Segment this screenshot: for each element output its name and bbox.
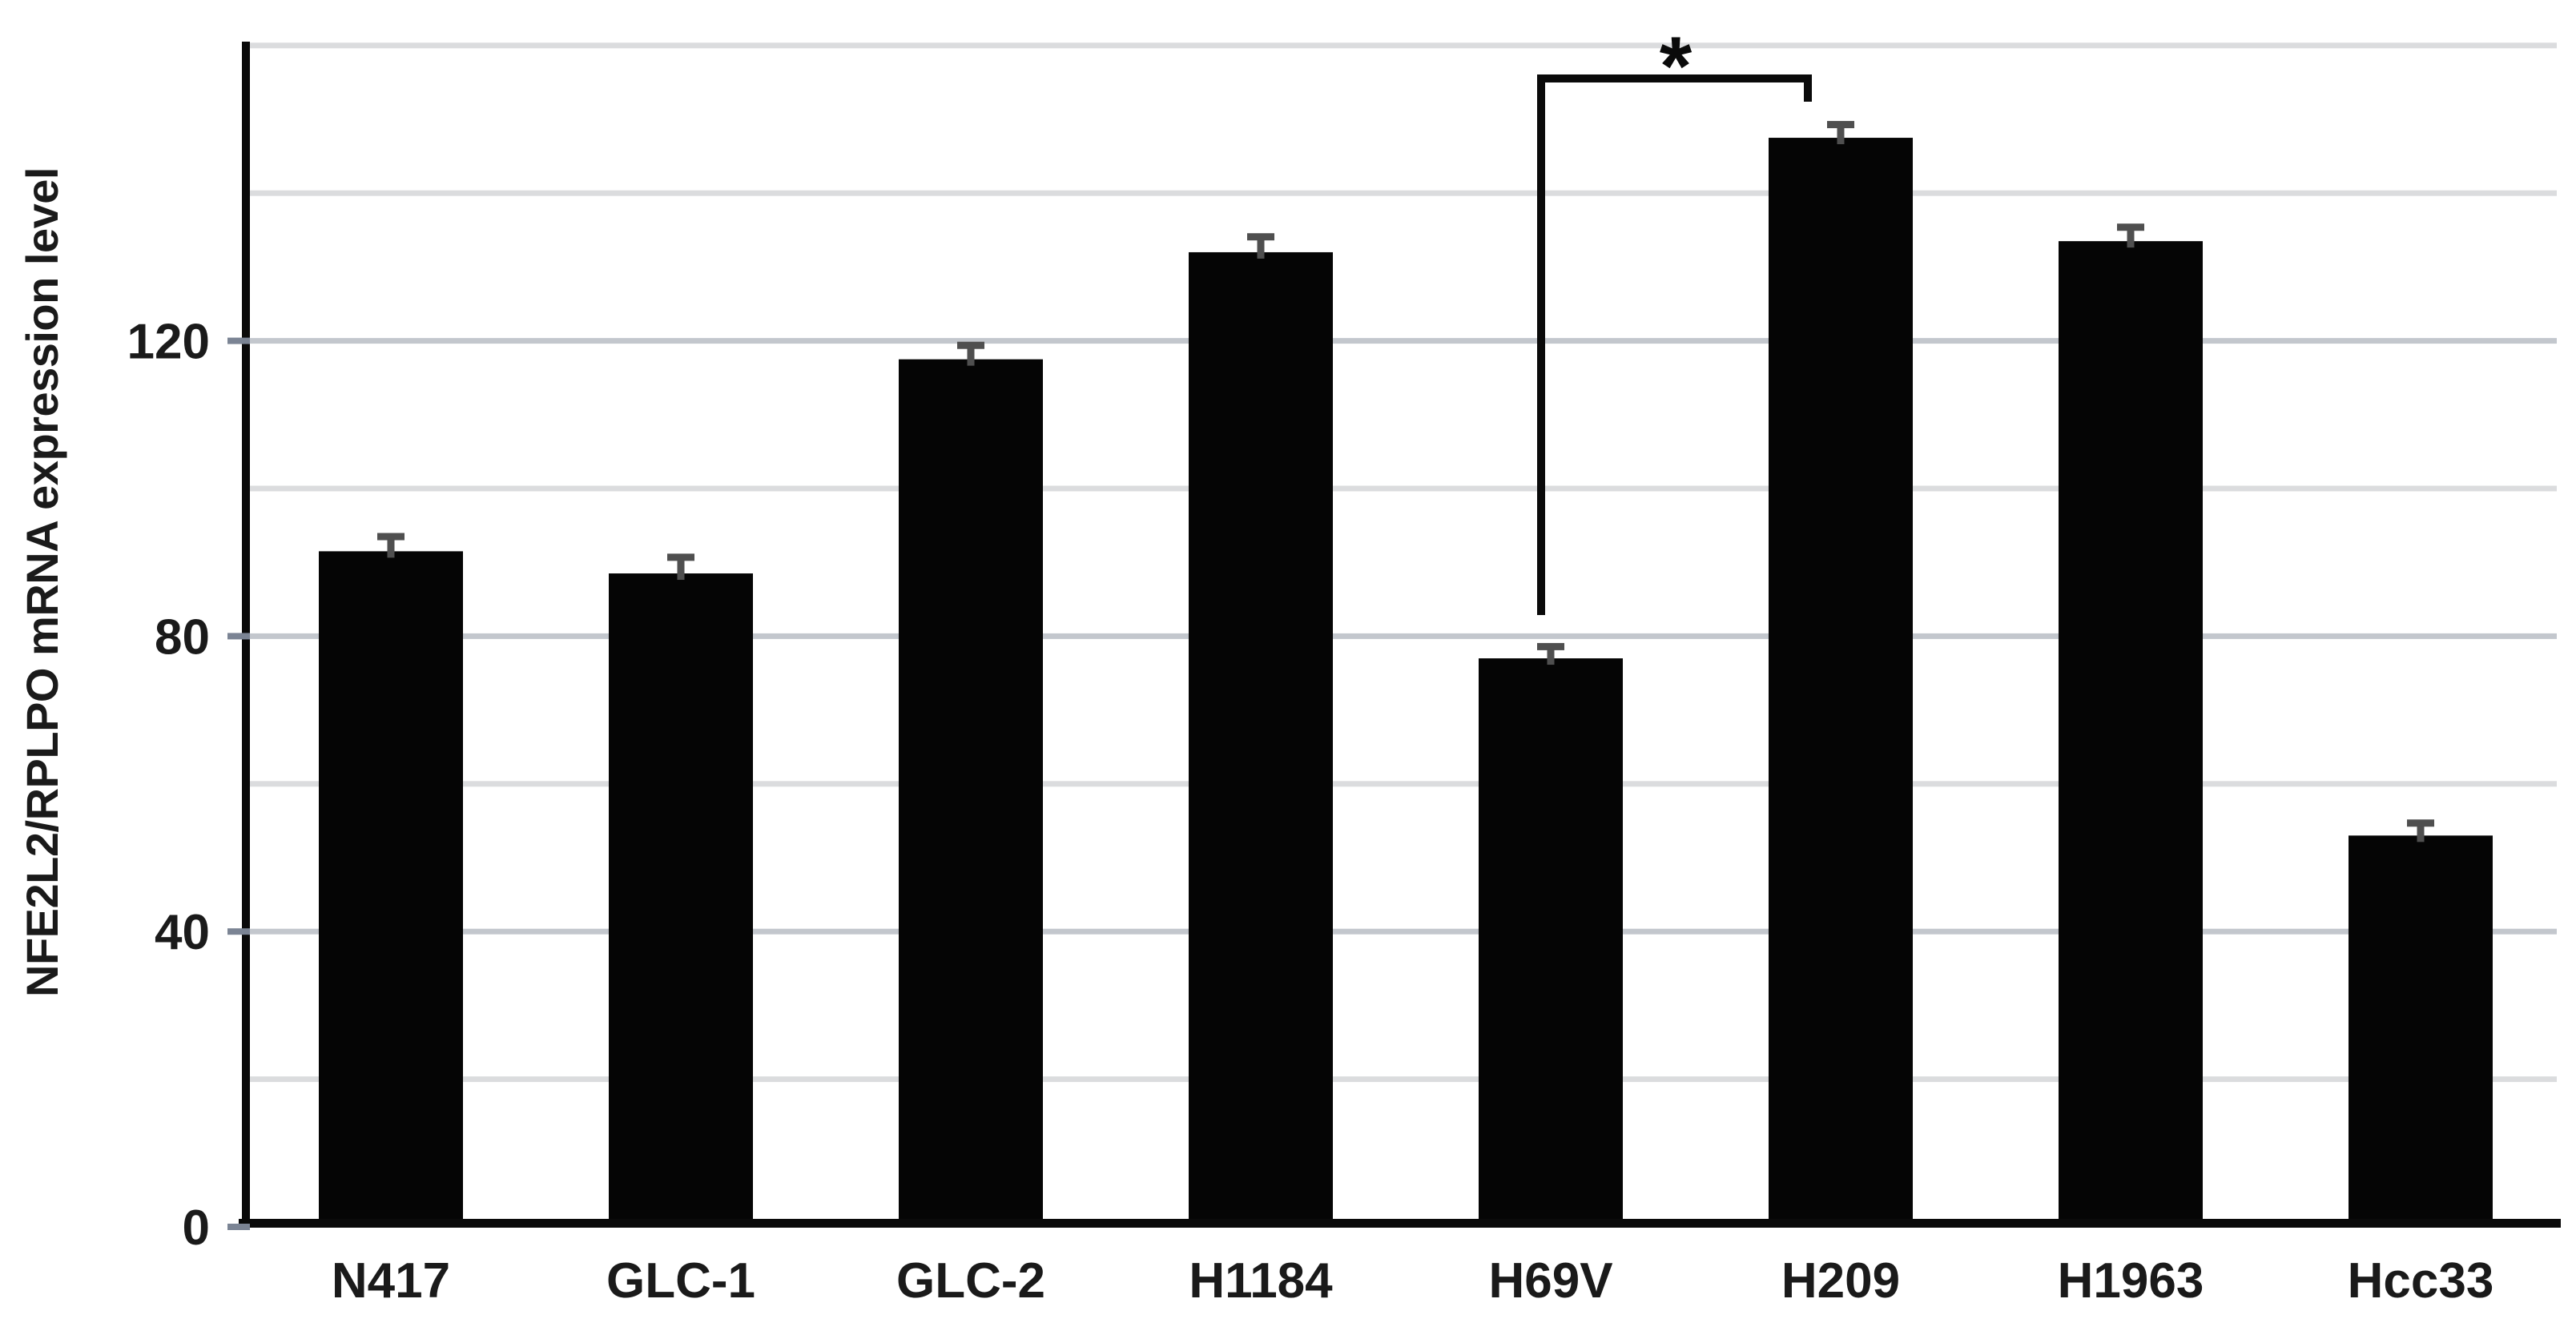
gridline xyxy=(250,338,2557,344)
error-bar-stem xyxy=(2127,227,2135,248)
gridlines-layer xyxy=(250,42,2557,1083)
y-tick-mark xyxy=(227,1224,250,1230)
x-category-label: GLC-1 xyxy=(606,1253,755,1309)
error-bar-stem xyxy=(677,557,685,581)
x-category-label: H1963 xyxy=(2058,1253,2204,1309)
x-category-label: H209 xyxy=(1781,1253,1900,1309)
error-bar-stem xyxy=(967,344,975,366)
y-axis-title: NFE2L2/RPLPO mRNA expression level xyxy=(17,167,67,997)
x-category-label: H1184 xyxy=(1189,1253,1333,1309)
gridline xyxy=(250,1076,2557,1083)
x-axis-line xyxy=(239,1219,2561,1228)
axes-layer xyxy=(227,42,2561,1230)
bar xyxy=(1769,138,1913,1228)
error-bar-cap xyxy=(1827,121,1854,129)
error-bar-stem xyxy=(2417,822,2425,842)
bar xyxy=(2349,835,2493,1228)
y-tick-mark xyxy=(227,928,250,935)
y-tick-label: 0 xyxy=(183,1200,210,1256)
gridline xyxy=(250,42,2557,49)
bar xyxy=(899,359,1043,1228)
gridline xyxy=(250,781,2557,787)
bar xyxy=(1479,658,1623,1228)
x-category-label: N417 xyxy=(332,1253,450,1309)
error-bar-stem xyxy=(387,536,395,558)
gridline xyxy=(250,485,2557,492)
error-bar-stem xyxy=(1257,236,1265,259)
y-tick-mark xyxy=(227,337,250,344)
significance-asterisk: * xyxy=(1660,20,1693,113)
gridline xyxy=(250,190,2557,196)
y-tick-label: 80 xyxy=(155,609,210,665)
significance-bracket-end-tick xyxy=(1804,74,1812,102)
x-category-label: H69V xyxy=(1488,1253,1612,1309)
bar xyxy=(1189,251,1333,1228)
error-bar-stem xyxy=(1547,645,1555,665)
bar xyxy=(609,573,753,1228)
error-bar-cap xyxy=(1537,642,1564,650)
y-tick-label: 40 xyxy=(155,905,210,960)
labels-layer: 0 40 80 120 N417 GLC-1 GLC-2 H1184 H69V H209 H1963… xyxy=(127,315,2494,1309)
bars-layer xyxy=(319,121,2493,1228)
gridline xyxy=(250,633,2557,639)
error-bar-cap xyxy=(2407,819,2434,827)
significance-bracket-bar xyxy=(1537,74,1812,82)
bar xyxy=(319,551,463,1228)
error-bar-cap xyxy=(377,533,405,541)
y-tick-mark xyxy=(227,633,250,640)
y-tick-label: 120 xyxy=(127,315,210,370)
significance-bracket-riser xyxy=(1537,74,1545,615)
error-bar-cap xyxy=(2117,223,2144,231)
significance-layer xyxy=(1537,74,1812,615)
error-bar-cap xyxy=(667,553,694,561)
x-category-label: Hcc33 xyxy=(2348,1253,2494,1309)
error-bar-cap xyxy=(957,341,984,349)
error-bar-stem xyxy=(1837,124,1845,145)
error-bar-cap xyxy=(1247,233,1274,241)
bar xyxy=(2059,241,2203,1228)
x-category-label: GLC-2 xyxy=(896,1253,1045,1309)
gridline xyxy=(250,928,2557,935)
